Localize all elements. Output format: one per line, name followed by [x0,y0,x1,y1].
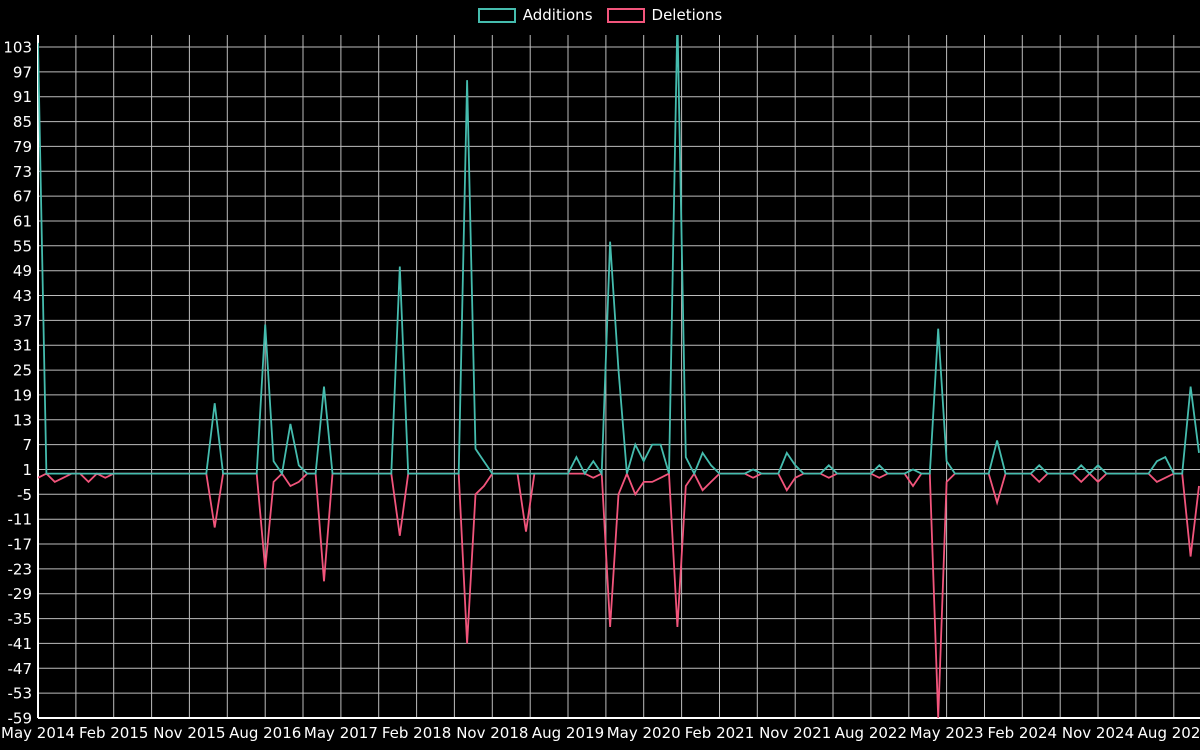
x-tick-label: Aug 2019 [532,724,604,742]
y-tick-label: -11 [8,511,33,529]
y-tick-label: 79 [13,138,32,156]
y-tick-label: -35 [8,610,33,628]
y-tick-label: 55 [13,237,32,255]
legend-label-additions: Additions [522,6,593,24]
y-tick-label: -53 [8,685,33,703]
y-tick-label: 1 [22,461,32,479]
x-tick-label: May 2023 [910,724,984,742]
y-tick-label: 43 [13,287,32,305]
y-tick-label: -17 [8,536,33,554]
x-tick-label: Aug 2016 [229,724,301,742]
y-tick-label: 73 [13,163,32,181]
series-line-additions [38,35,1200,477]
y-tick-label: 91 [13,88,32,106]
y-tick-label: -29 [8,585,33,603]
x-tick-label: May 2020 [607,724,681,742]
x-tick-label: Feb 2024 [988,724,1058,742]
x-tick-label: Nov 2021 [759,724,831,742]
y-tick-label: -41 [8,635,33,653]
additions-swatch-icon [477,7,516,23]
x-tick-label: May 2017 [304,724,378,742]
x-tick-label: Aug 2022 [835,724,907,742]
y-tick-label: -59 [8,710,33,728]
x-tick-label: Nov 2018 [456,724,528,742]
x-tick-label: Feb 2018 [382,724,452,742]
axes [37,35,1200,719]
legend-item-additions: Additions [477,6,593,24]
y-tick-label: 37 [13,312,32,330]
legend: Additions Deletions [0,6,1200,24]
y-tick-label: 13 [13,411,32,429]
x-tick-label: Nov 2015 [153,724,225,742]
y-axis-labels: 103 97 91 85 79 73 67 61 55 49 43 37 31 25 19 13 7 1 -5 -11… [3,39,32,728]
x-tick-label: Nov 2024 [1062,724,1134,742]
x-axis-labels: May 2014 Feb 2015 Nov 2015 Aug 2016 May 2017… [1,724,1200,742]
y-tick-label: -23 [8,560,33,578]
y-tick-label: -5 [17,486,32,504]
x-tick-label: Feb 2015 [79,724,149,742]
y-tick-label: 85 [13,113,32,131]
x-tick-label: Feb 2021 [685,724,755,742]
legend-label-deletions: Deletions [651,6,723,24]
y-tick-label: -47 [8,660,33,678]
y-tick-label: 61 [13,213,32,231]
y-tick-label: 7 [22,436,32,454]
deletions-swatch-icon [606,7,645,23]
y-tick-label: 67 [13,188,32,206]
y-tick-label: 49 [13,262,32,280]
x-tick-label: Aug 2025 [1138,724,1200,742]
y-tick-label: 25 [13,362,32,380]
y-tick-label: 19 [13,386,32,404]
y-tick-label: 31 [13,337,32,355]
y-tick-label: 103 [3,39,32,57]
x-tick-label: May 2014 [1,724,75,742]
y-tick-label: 97 [13,63,32,81]
legend-item-deletions: Deletions [606,6,723,24]
series-line-deletions [38,471,1200,718]
